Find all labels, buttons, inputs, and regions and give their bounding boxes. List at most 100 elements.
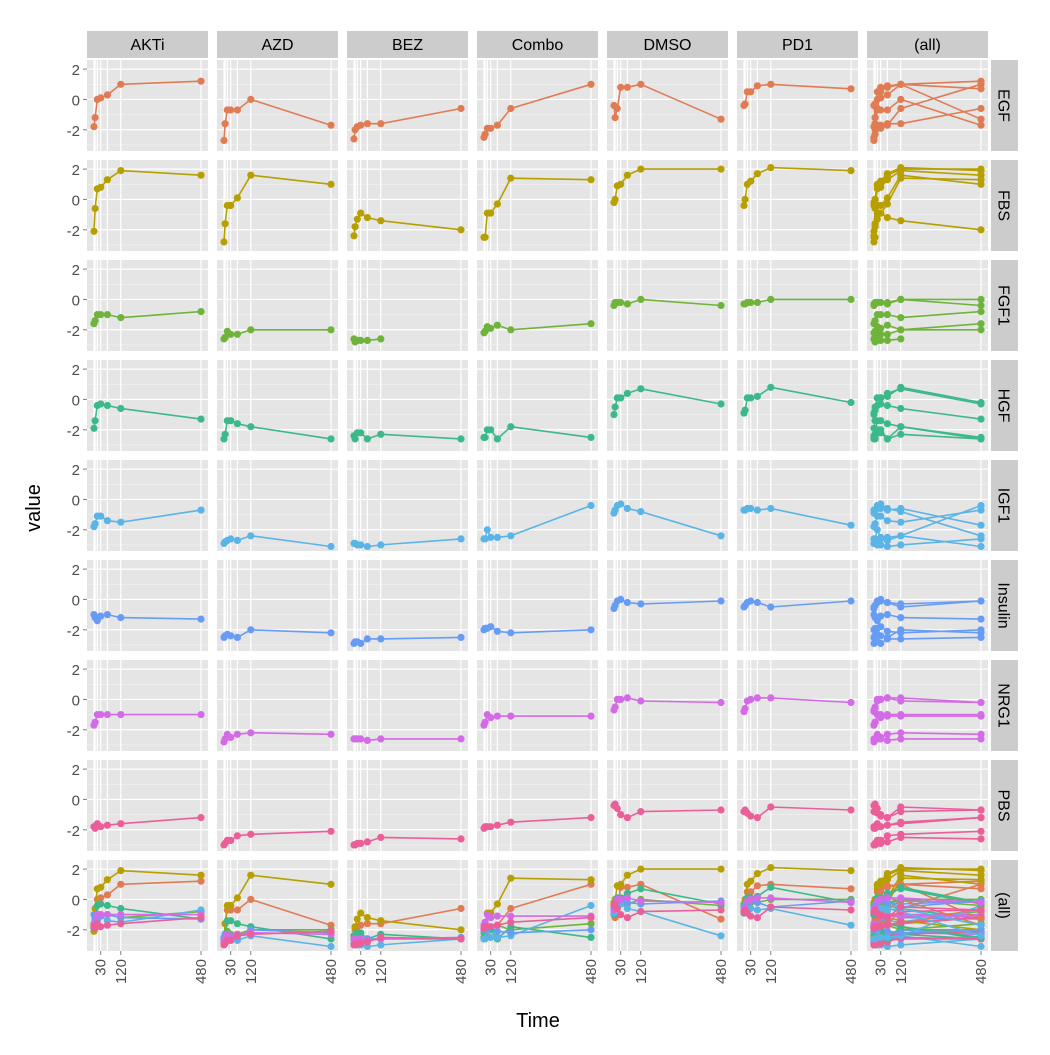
- data-point-insulin: [897, 629, 905, 637]
- data-point-hgf: [977, 415, 985, 423]
- panel-background: [347, 660, 468, 751]
- data-point-egf: [91, 114, 99, 122]
- data-point-hgf: [623, 389, 632, 397]
- data-point-fbs: [877, 177, 885, 185]
- data-point-fbs: [883, 214, 892, 222]
- x-tick-label: 480: [453, 959, 470, 984]
- panel-background: [347, 460, 468, 551]
- column-strip-label: PD1: [782, 37, 813, 54]
- data-point-nrg1: [753, 894, 762, 902]
- data-point-fbs: [377, 217, 385, 225]
- data-point-pbs: [357, 839, 365, 848]
- data-point-igf1: [623, 504, 632, 513]
- data-point-egf: [883, 91, 892, 99]
- data-point-igf1: [883, 533, 892, 542]
- data-point-fgf1: [747, 298, 755, 307]
- data-point-fbs: [457, 926, 465, 934]
- data-point-fbs: [117, 167, 125, 175]
- data-point-igf1: [227, 535, 235, 543]
- panel-background: [607, 660, 728, 751]
- data-point-nrg1: [883, 712, 892, 720]
- data-point-fbs: [487, 209, 495, 217]
- y-tick-label: 0: [72, 692, 80, 709]
- data-point-nrg1: [97, 711, 105, 719]
- data-point-insulin: [363, 635, 371, 643]
- data-point-igf1: [623, 904, 632, 913]
- y-tick-label: -2: [67, 423, 80, 440]
- data-point-pbs: [897, 803, 905, 811]
- data-point-insulin: [117, 614, 125, 622]
- data-point-hgf: [877, 417, 885, 425]
- data-point-pbs: [233, 832, 241, 840]
- column-strip-label: (all): [914, 37, 941, 54]
- data-point-hgf: [883, 435, 892, 443]
- data-point-pbs: [877, 812, 885, 820]
- data-point-hgf: [897, 383, 905, 391]
- data-point-fbs: [353, 215, 361, 223]
- data-point-fgf1: [977, 308, 985, 316]
- data-point-pbs: [637, 808, 645, 816]
- column-strip-label: AKTi: [130, 37, 164, 54]
- data-point-pbs: [623, 814, 632, 822]
- data-point-fbs: [847, 867, 855, 875]
- data-point-insulin: [897, 635, 905, 643]
- data-point-fgf1: [487, 324, 495, 332]
- row-strip: [991, 860, 1018, 951]
- data-point-igf1: [847, 521, 855, 529]
- x-tick-label: 120: [243, 959, 260, 984]
- data-point-igf1: [481, 935, 489, 943]
- data-point-fbs: [327, 880, 335, 888]
- data-point-pbs: [977, 906, 985, 914]
- data-point-hgf: [877, 394, 885, 402]
- data-point-hgf: [611, 403, 619, 411]
- data-point-fbs: [507, 874, 515, 882]
- data-point-pbs: [977, 827, 985, 835]
- data-point-insulin: [897, 929, 905, 937]
- data-point-pbs: [747, 812, 755, 820]
- data-point-insulin: [767, 603, 775, 611]
- data-point-nrg1: [487, 914, 495, 922]
- data-point-igf1: [91, 520, 99, 528]
- data-point-egf: [747, 888, 755, 896]
- data-point-egf: [197, 77, 205, 85]
- data-point-pbs: [877, 923, 885, 931]
- data-point-egf: [117, 80, 125, 88]
- data-point-pbs: [883, 814, 892, 822]
- data-point-insulin: [897, 603, 905, 611]
- data-point-fbs: [617, 180, 625, 188]
- data-point-nrg1: [493, 912, 501, 920]
- data-point-igf1: [507, 532, 515, 540]
- data-point-insulin: [587, 626, 595, 634]
- panel-background: [477, 760, 598, 851]
- data-point-fbs: [103, 876, 111, 884]
- data-point-pbs: [197, 814, 205, 822]
- data-point-igf1: [377, 541, 385, 549]
- data-point-igf1: [753, 506, 762, 514]
- panel-background: [87, 260, 208, 351]
- y-tick-label: 2: [72, 662, 80, 679]
- row-strip-label: HGF: [995, 389, 1012, 423]
- data-point-fbs: [883, 870, 892, 878]
- column-strip: [477, 31, 598, 58]
- data-point-insulin: [977, 633, 985, 642]
- data-point-nrg1: [357, 735, 365, 743]
- y-tick-label: 2: [72, 762, 80, 779]
- x-tick-label: 120: [763, 959, 780, 984]
- data-point-pbs: [753, 814, 762, 822]
- data-point-fgf1: [623, 300, 632, 308]
- data-point-pbs: [377, 833, 385, 842]
- row-strip-label: NRG1: [995, 683, 1012, 728]
- data-point-fbs: [357, 209, 365, 217]
- data-point-insulin: [977, 626, 985, 634]
- panel-background: [87, 60, 208, 151]
- panel-background: [347, 160, 468, 251]
- panel-background: [87, 760, 208, 851]
- data-point-pbs: [613, 804, 621, 813]
- data-point-pbs: [767, 803, 775, 811]
- y-tick-label: 0: [72, 292, 80, 309]
- data-point-egf: [871, 114, 879, 122]
- data-point-insulin: [877, 623, 885, 631]
- y-tick-label: 2: [72, 462, 80, 479]
- data-point-fbs: [587, 876, 595, 884]
- data-point-egf: [327, 121, 335, 129]
